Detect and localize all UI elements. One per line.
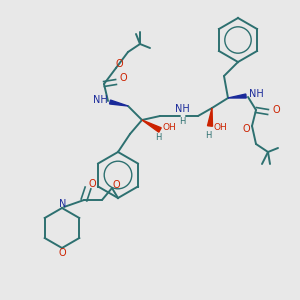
Polygon shape [228, 94, 246, 98]
Text: O: O [119, 73, 127, 83]
Polygon shape [142, 120, 161, 132]
Text: NH: NH [249, 89, 263, 99]
Text: O: O [242, 124, 250, 134]
Text: O: O [115, 59, 123, 69]
Polygon shape [110, 100, 128, 106]
Text: O: O [58, 248, 66, 258]
Text: H: H [155, 134, 161, 142]
Text: N: N [59, 199, 67, 209]
Text: H: H [205, 131, 211, 140]
Text: O: O [112, 180, 120, 190]
Text: NH: NH [93, 95, 107, 105]
Text: H: H [179, 118, 185, 127]
Text: OH: OH [162, 124, 176, 133]
Text: O: O [88, 179, 96, 189]
Text: O: O [272, 105, 280, 115]
Polygon shape [208, 108, 212, 126]
Text: OH: OH [213, 124, 227, 133]
Text: NH: NH [175, 104, 189, 114]
